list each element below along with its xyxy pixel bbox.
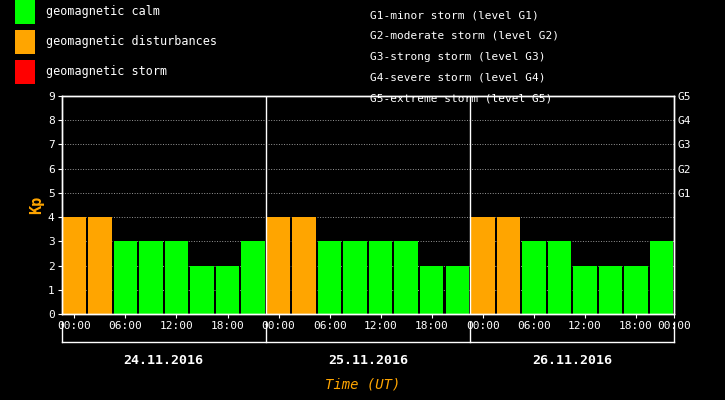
Bar <box>344 241 367 314</box>
Y-axis label: Kp: Kp <box>29 196 44 214</box>
Bar <box>369 241 392 314</box>
Bar <box>624 266 647 314</box>
Bar <box>114 241 137 314</box>
Bar <box>267 217 290 314</box>
Text: G5-extreme storm (level G5): G5-extreme storm (level G5) <box>370 93 552 103</box>
Bar <box>599 266 622 314</box>
Bar <box>62 217 86 314</box>
Bar <box>190 266 214 314</box>
Bar <box>88 217 112 314</box>
Text: 25.11.2016: 25.11.2016 <box>328 354 408 367</box>
Text: Time (UT): Time (UT) <box>325 378 400 392</box>
Text: G4-severe storm (level G4): G4-severe storm (level G4) <box>370 72 545 82</box>
Bar <box>241 241 265 314</box>
Bar <box>522 241 546 314</box>
Bar <box>650 241 674 314</box>
Bar <box>471 217 494 314</box>
Text: 26.11.2016: 26.11.2016 <box>532 354 612 367</box>
Text: G1-minor storm (level G1): G1-minor storm (level G1) <box>370 10 539 20</box>
Text: geomagnetic disturbances: geomagnetic disturbances <box>46 36 217 48</box>
Bar <box>165 241 189 314</box>
Bar <box>573 266 597 314</box>
Bar <box>139 241 162 314</box>
Text: geomagnetic calm: geomagnetic calm <box>46 6 160 18</box>
Bar <box>216 266 239 314</box>
Bar <box>420 266 444 314</box>
Bar <box>292 217 316 314</box>
Text: geomagnetic storm: geomagnetic storm <box>46 66 167 78</box>
Bar <box>497 217 520 314</box>
Text: G3-strong storm (level G3): G3-strong storm (level G3) <box>370 52 545 62</box>
Bar <box>446 266 469 314</box>
Bar <box>318 241 341 314</box>
Text: G2-moderate storm (level G2): G2-moderate storm (level G2) <box>370 31 559 41</box>
Bar <box>394 241 418 314</box>
Text: 24.11.2016: 24.11.2016 <box>124 354 204 367</box>
Bar <box>547 241 571 314</box>
